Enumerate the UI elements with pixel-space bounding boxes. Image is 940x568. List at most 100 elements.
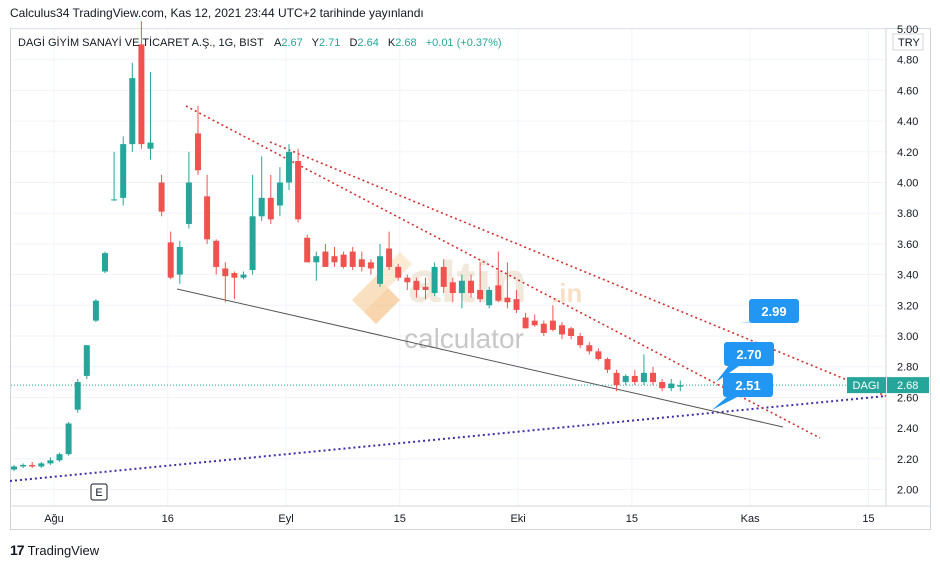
candle[interactable]	[367, 259, 374, 275]
candle[interactable]	[176, 240, 183, 284]
candle[interactable]	[386, 231, 393, 270]
candle[interactable]	[267, 174, 274, 224]
candle-body	[568, 328, 575, 336]
footer[interactable]: 17 TradingView	[10, 542, 99, 558]
candle[interactable]	[158, 174, 165, 217]
candle[interactable]	[659, 378, 666, 392]
candle[interactable]	[222, 262, 229, 303]
candle[interactable]	[276, 167, 283, 217]
price-callout[interactable]: 2.99	[740, 299, 799, 323]
channel-support-line[interactable]	[176, 288, 784, 428]
candle[interactable]	[631, 369, 638, 386]
candle-body	[74, 382, 81, 410]
inner-resistance-line[interactable]	[185, 105, 821, 439]
candle[interactable]	[258, 156, 265, 221]
candle-body	[331, 256, 338, 263]
candle[interactable]	[640, 354, 647, 386]
candle[interactable]	[147, 71, 154, 160]
candle[interactable]	[458, 274, 465, 309]
earnings-marker[interactable]	[90, 483, 108, 501]
candle[interactable]	[595, 348, 602, 361]
candle[interactable]	[213, 239, 220, 275]
candle[interactable]	[404, 274, 411, 290]
callout-label: 2.99	[761, 304, 786, 319]
candle[interactable]	[204, 174, 211, 244]
candle[interactable]	[340, 251, 347, 269]
candle[interactable]	[422, 277, 429, 300]
candle[interactable]	[331, 246, 338, 267]
long-term-support-line[interactable]	[9, 395, 887, 482]
candle[interactable]	[577, 332, 584, 349]
candle[interactable]	[129, 62, 136, 152]
candle-body	[176, 246, 183, 275]
candle[interactable]	[322, 243, 329, 267]
x-tick-label: 15	[394, 513, 406, 525]
candle[interactable]	[513, 289, 520, 313]
candle[interactable]	[377, 243, 383, 287]
candle[interactable]	[677, 380, 684, 392]
candle[interactable]	[449, 277, 456, 303]
candle[interactable]	[522, 312, 529, 329]
candle[interactable]	[11, 464, 17, 472]
candle[interactable]	[431, 262, 438, 297]
y-tick-label: 4.60	[897, 85, 918, 97]
candle[interactable]	[668, 378, 675, 392]
candle[interactable]	[650, 366, 656, 386]
legend-low-value: 2.64	[357, 37, 378, 49]
candle[interactable]	[83, 345, 90, 379]
candle[interactable]	[195, 105, 201, 175]
candle[interactable]	[413, 277, 420, 298]
candle[interactable]	[622, 374, 629, 386]
legend-open-value: 2.67	[281, 37, 302, 49]
candle[interactable]	[56, 452, 63, 462]
candle[interactable]	[20, 463, 27, 469]
candle[interactable]	[111, 151, 118, 201]
candle-body	[204, 196, 211, 240]
candle[interactable]	[468, 274, 474, 298]
candle[interactable]	[313, 251, 320, 281]
price-callout[interactable]: 2.70	[716, 342, 774, 382]
candle[interactable]	[167, 231, 174, 280]
candle[interactable]	[47, 457, 54, 465]
watermark-suffix: .in	[552, 278, 582, 308]
outer-resistance-line[interactable]	[269, 141, 887, 397]
candle[interactable]	[286, 144, 292, 191]
candle[interactable]	[65, 421, 72, 456]
candle[interactable]	[540, 320, 547, 336]
candle[interactable]	[38, 461, 45, 469]
candle[interactable]	[74, 378, 81, 413]
candle[interactable]	[486, 286, 493, 309]
candle[interactable]	[240, 271, 247, 280]
candle[interactable]	[477, 262, 484, 303]
candle[interactable]	[358, 251, 365, 272]
candle[interactable]	[395, 263, 402, 281]
candle[interactable]	[231, 271, 238, 300]
candle[interactable]	[495, 251, 502, 303]
candle[interactable]	[559, 322, 565, 340]
candle[interactable]	[102, 251, 108, 274]
candle[interactable]	[249, 174, 256, 275]
candle-body	[586, 345, 593, 352]
candle[interactable]	[295, 148, 302, 223]
candle[interactable]	[549, 305, 556, 332]
candle[interactable]	[138, 21, 145, 149]
candle[interactable]	[440, 259, 447, 294]
svg-text:DAGİ GİYİM SANAYİ VE TİCARET A: DAGİ GİYİM SANAYİ VE TİCARET A.Ş., 1G, B…	[18, 36, 502, 49]
candle[interactable]	[304, 234, 311, 263]
ticker-price-tag[interactable]: DAGI 2.68	[847, 377, 929, 394]
candle-body	[286, 151, 292, 183]
price-callout[interactable]: 2.51	[712, 373, 773, 410]
candle[interactable]	[120, 136, 127, 206]
candle[interactable]	[531, 314, 538, 327]
candle[interactable]	[586, 342, 593, 355]
candle[interactable]	[185, 151, 192, 229]
candle-body	[111, 199, 118, 201]
candle[interactable]	[504, 262, 511, 309]
candle[interactable]	[613, 369, 620, 392]
candle[interactable]	[29, 461, 36, 469]
candle[interactable]	[92, 299, 99, 323]
candle[interactable]	[604, 357, 611, 373]
candle[interactable]	[349, 246, 356, 270]
candle[interactable]	[568, 326, 575, 340]
